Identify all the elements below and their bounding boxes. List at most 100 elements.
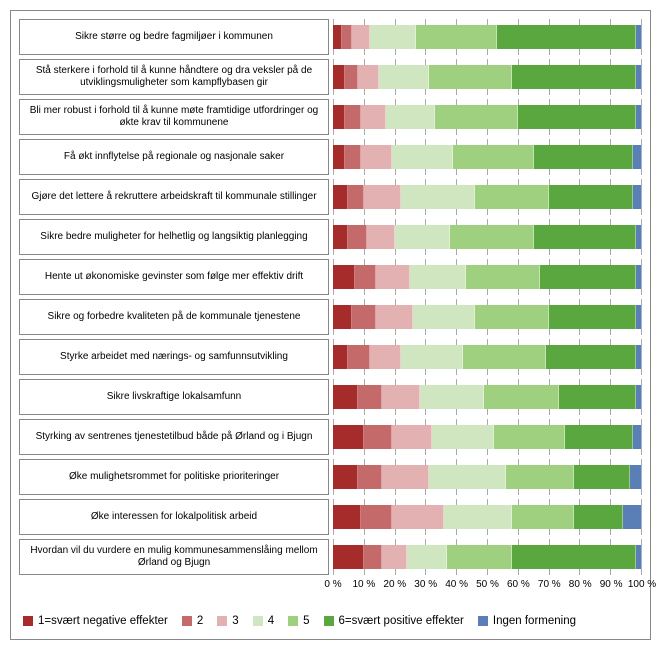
bar-segment bbox=[512, 545, 636, 569]
bar-segment bbox=[549, 185, 632, 209]
bar-segment bbox=[355, 265, 377, 289]
bar-segment bbox=[636, 265, 642, 289]
bar-segment bbox=[370, 345, 401, 369]
bar-segment bbox=[345, 105, 360, 129]
bar-segment bbox=[512, 65, 636, 89]
bar-segment bbox=[348, 345, 370, 369]
bar-segment bbox=[352, 305, 377, 329]
chart-row: Sikre større og bedre fagmiljøer i kommu… bbox=[19, 19, 642, 55]
bar-segment bbox=[361, 505, 392, 529]
bar-area bbox=[333, 59, 642, 95]
legend: 1=svært negative effekter23456=svært pos… bbox=[19, 615, 642, 631]
bar-segment bbox=[333, 25, 342, 49]
bar-segment bbox=[574, 465, 630, 489]
bar-segment bbox=[333, 145, 345, 169]
row-label: Sikre livskraftige lokalsamfunn bbox=[19, 379, 329, 415]
bar-segment bbox=[333, 305, 352, 329]
x-tick: 0 % bbox=[324, 579, 341, 590]
bar-segment bbox=[463, 345, 546, 369]
legend-swatch bbox=[23, 616, 33, 626]
legend-label: 5 bbox=[303, 615, 309, 627]
bar-segment bbox=[345, 145, 360, 169]
bar-segment bbox=[333, 225, 348, 249]
bar-segment bbox=[333, 345, 348, 369]
bar-segment bbox=[364, 545, 383, 569]
chart-row: Styrking av sentrenes tjenestetilbud båd… bbox=[19, 419, 642, 455]
legend-label: 1=svært negative effekter bbox=[38, 615, 168, 627]
chart-row: Få økt innflytelse på regionale og nasjo… bbox=[19, 139, 642, 175]
chart-row: Stå sterkere i forhold til å kunne håndt… bbox=[19, 59, 642, 95]
bar-segment bbox=[518, 105, 635, 129]
bar-segment bbox=[364, 185, 401, 209]
legend-swatch bbox=[288, 616, 298, 626]
bar-segment bbox=[333, 505, 361, 529]
legend-swatch bbox=[253, 616, 263, 626]
bar-segment bbox=[376, 305, 413, 329]
bar-segment bbox=[333, 105, 345, 129]
bar-segment bbox=[429, 465, 506, 489]
bar-segment bbox=[447, 545, 512, 569]
bar-segment bbox=[540, 265, 636, 289]
bar-segment bbox=[382, 385, 419, 409]
bar-segment bbox=[636, 225, 642, 249]
bar-segment bbox=[333, 425, 364, 449]
chart-row: Gjøre det lettere å rekruttere arbeidskr… bbox=[19, 179, 642, 215]
row-label: Øke interessen for lokalpolitisk arbeid bbox=[19, 499, 329, 535]
row-label: Styrking av sentrenes tjenestetilbud båd… bbox=[19, 419, 329, 455]
bar-segment bbox=[484, 385, 558, 409]
bar-segment bbox=[352, 25, 371, 49]
bar-area bbox=[333, 219, 642, 255]
bar-segment bbox=[549, 305, 636, 329]
legend-swatch bbox=[324, 616, 334, 626]
row-label: Gjøre det lettere å rekruttere arbeidskr… bbox=[19, 179, 329, 215]
bar-segment bbox=[565, 425, 633, 449]
bar-segment bbox=[367, 225, 395, 249]
bar-segment bbox=[333, 265, 355, 289]
legend-label: Ingen formening bbox=[493, 615, 576, 627]
bar-segment bbox=[342, 25, 351, 49]
x-tick: 90 % bbox=[600, 579, 623, 590]
x-tick: 100 % bbox=[628, 579, 656, 590]
bar-segment bbox=[574, 505, 623, 529]
x-tick: 80 % bbox=[569, 579, 592, 590]
bar-segment bbox=[506, 465, 574, 489]
bar-segment bbox=[636, 65, 642, 89]
bar-segment bbox=[361, 145, 392, 169]
bar-segment bbox=[416, 25, 496, 49]
bar-area bbox=[333, 259, 642, 295]
bar-area bbox=[333, 179, 642, 215]
bar-segment bbox=[636, 345, 642, 369]
chart-row: Sikre bedre muligheter for helhetlig og … bbox=[19, 219, 642, 255]
bar-segment bbox=[348, 225, 367, 249]
bar-segment bbox=[333, 385, 358, 409]
row-label: Øke mulighetsrommet for politiske priori… bbox=[19, 459, 329, 495]
bar-segment bbox=[435, 105, 518, 129]
chart-row: Øke mulighetsrommet for politiske priori… bbox=[19, 459, 642, 495]
bar-segment bbox=[358, 465, 383, 489]
legend-item: 3 bbox=[217, 615, 238, 627]
legend-item: 6=svært positive effekter bbox=[324, 615, 464, 627]
bar-segment bbox=[333, 185, 348, 209]
bar-segment bbox=[630, 465, 642, 489]
bar-segment bbox=[358, 65, 380, 89]
bar-segment bbox=[392, 425, 432, 449]
legend-item: 5 bbox=[288, 615, 309, 627]
bar-area bbox=[333, 139, 642, 175]
legend-item: 4 bbox=[253, 615, 274, 627]
legend-swatch bbox=[217, 616, 227, 626]
x-axis: 0 %10 %20 %30 %40 %50 %60 %70 %80 %90 %1… bbox=[19, 579, 642, 597]
bar-segment bbox=[379, 65, 428, 89]
bar-segment bbox=[636, 25, 642, 49]
bar-segment bbox=[358, 385, 383, 409]
row-label: Få økt innflytelse på regionale og nasjo… bbox=[19, 139, 329, 175]
x-tick: 30 % bbox=[414, 579, 437, 590]
bar-segment bbox=[450, 225, 533, 249]
bar-segment bbox=[623, 505, 642, 529]
chart-row: Sikre og forbedre kvaliteten på de kommu… bbox=[19, 299, 642, 335]
x-tick: 70 % bbox=[538, 579, 561, 590]
bar-segment bbox=[382, 465, 428, 489]
bar-segment bbox=[534, 145, 633, 169]
bar-segment bbox=[475, 305, 549, 329]
bar-segment bbox=[559, 385, 636, 409]
legend-label: 3 bbox=[232, 615, 238, 627]
